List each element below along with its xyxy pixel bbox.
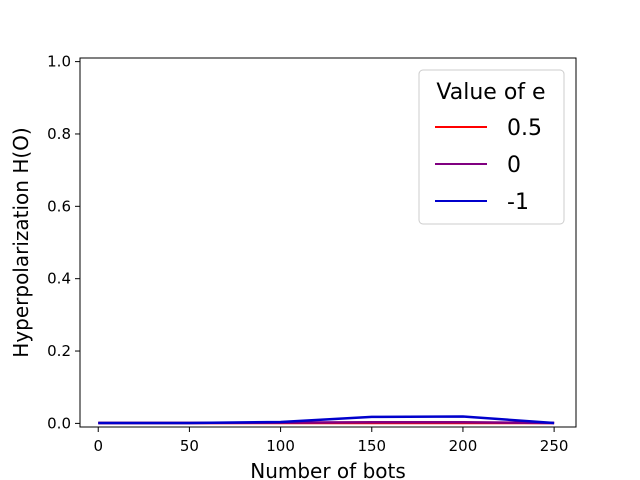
legend-title: Value of e	[436, 80, 545, 105]
x-tick-label: 250	[540, 437, 569, 455]
x-tick-label: 0	[93, 437, 103, 455]
x-axis-label: Number of bots	[250, 459, 406, 480]
y-axis: 0.0 0.2 0.4 0.6 0.8 1.0	[47, 53, 80, 432]
axes-frame	[79, 57, 577, 428]
y-tick-label: 0.2	[47, 342, 71, 360]
y-axis-label: Hyperpolarization H(O)	[9, 127, 33, 357]
legend-box	[418, 69, 565, 225]
plot-area	[79, 57, 577, 428]
series-group	[98, 415, 555, 425]
legend: Value of e 0.5 0 -1	[418, 69, 565, 225]
x-tick-label: 50	[180, 437, 199, 455]
legend-items: 0.5 0 -1	[435, 116, 542, 215]
y-tick-label: 1.0	[47, 53, 71, 71]
legend-label: 0	[507, 153, 521, 178]
x-tick-label: 100	[266, 437, 295, 455]
series-line	[98, 415, 555, 425]
y-tick-label: 0.4	[47, 270, 71, 288]
y-tick-label: 0.0	[47, 414, 71, 432]
legend-label: -1	[507, 190, 529, 215]
x-axis: 0 50 100 150 200 250	[93, 427, 568, 455]
y-tick-label: 0.6	[47, 197, 71, 215]
x-tick-label: 200	[449, 437, 478, 455]
x-tick-label: 150	[357, 437, 386, 455]
legend-label: 0.5	[507, 116, 542, 141]
y-tick-label: 0.8	[47, 125, 71, 143]
